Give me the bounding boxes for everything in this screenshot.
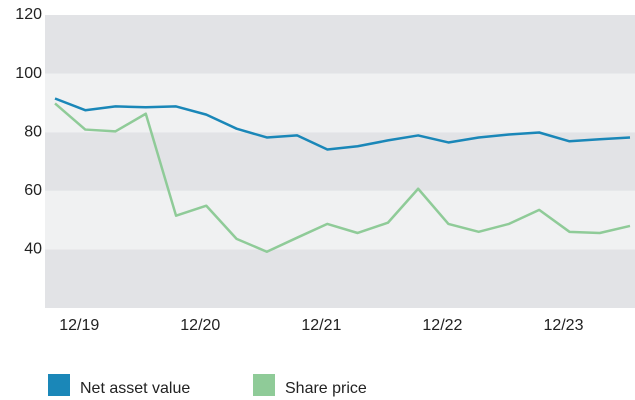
y-tick-label: 60 <box>24 182 42 199</box>
band <box>45 15 635 74</box>
line <box>54 97 631 151</box>
line <box>54 102 631 253</box>
y-tick-label: 120 <box>15 6 42 23</box>
legend-swatch <box>253 374 275 396</box>
x-tick-label: 12/23 <box>543 317 583 334</box>
band <box>45 73 635 133</box>
band <box>45 249 635 308</box>
legend-label: Net asset value <box>80 380 190 397</box>
x-tick-label: 12/20 <box>180 317 220 334</box>
y-tick-label: 40 <box>24 241 42 258</box>
x-tick-label: 12/21 <box>301 317 341 334</box>
band <box>45 132 635 191</box>
y-tick-label: 80 <box>24 123 42 140</box>
x-tick-label: 12/19 <box>59 317 99 334</box>
band <box>45 190 635 250</box>
legend-label: Share price <box>285 380 367 397</box>
x-tick-label: 12/22 <box>422 317 462 334</box>
y-tick-label: 100 <box>15 65 42 82</box>
legend-swatch <box>48 374 70 396</box>
